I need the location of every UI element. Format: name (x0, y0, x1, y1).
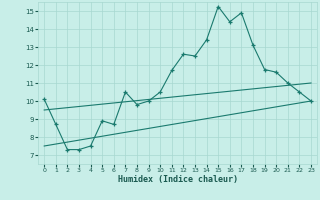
X-axis label: Humidex (Indice chaleur): Humidex (Indice chaleur) (118, 175, 238, 184)
